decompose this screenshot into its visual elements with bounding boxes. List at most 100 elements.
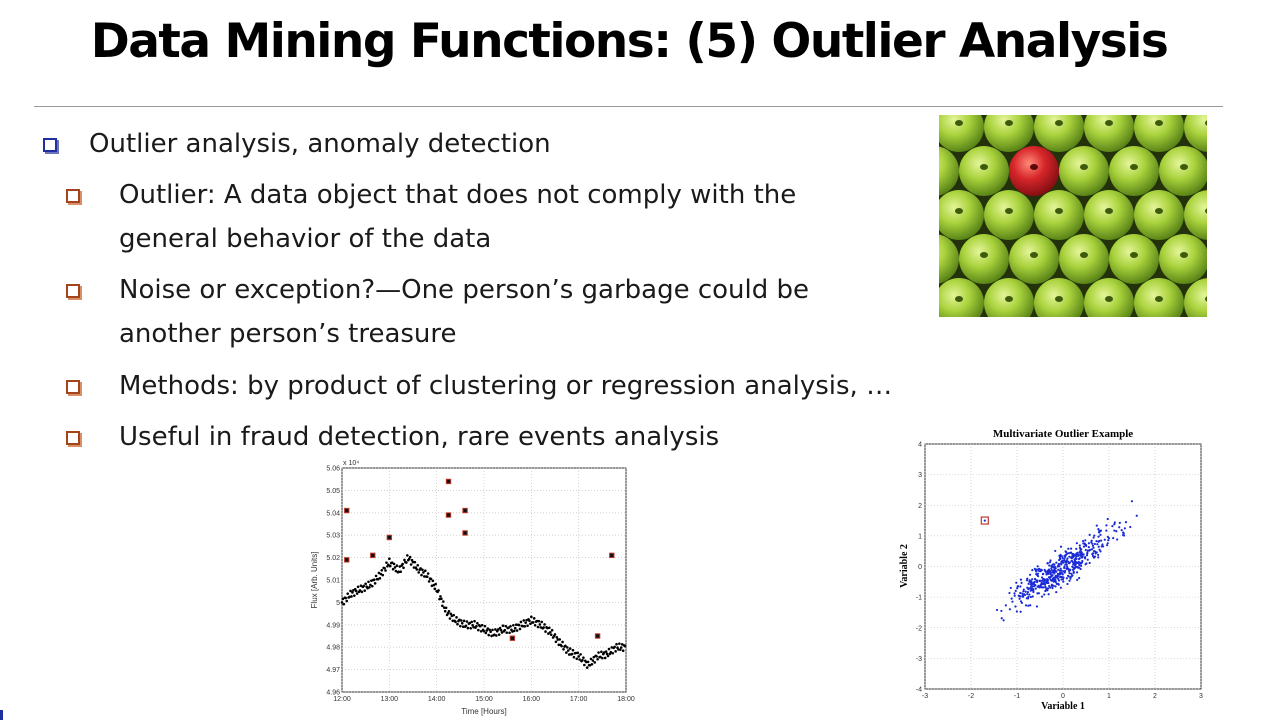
apple-stem [1155, 120, 1163, 126]
data-point [1020, 581, 1023, 584]
green-apple [1134, 115, 1184, 152]
data-point [352, 589, 355, 592]
apple-stem [1080, 164, 1088, 170]
data-point [554, 640, 558, 644]
data-point [1115, 530, 1118, 533]
green-apple [1184, 115, 1207, 152]
flux-time-chart: 12:00 13:00 14:00 15:00 16:00 17:00 18:00 4.96 4… [310, 460, 635, 716]
outlier-point [344, 507, 350, 514]
sub-bullet-2-line-1: Noise or exception?—One person’s garbage… [119, 275, 810, 305]
data-point [372, 578, 376, 582]
x-tick-label: -3 [922, 693, 928, 700]
sub-bullet-marker-icon [66, 431, 80, 445]
data-point [1034, 583, 1037, 587]
data-point [555, 636, 559, 639]
data-point [1070, 572, 1073, 575]
data-point [1052, 565, 1055, 568]
data-point [615, 642, 618, 646]
data-point [494, 628, 497, 631]
data-point [1026, 592, 1029, 596]
data-point [1129, 525, 1132, 529]
data-point [417, 571, 420, 574]
data-point [1055, 591, 1058, 594]
data-point [1057, 582, 1060, 585]
data-point [1079, 567, 1082, 571]
x-tick-label: 3 [1199, 693, 1203, 700]
data-point [619, 646, 623, 649]
outlier-point [609, 552, 615, 559]
data-point [484, 631, 488, 635]
data-point [1091, 544, 1095, 547]
data-point [1068, 569, 1071, 572]
data-point [1019, 600, 1023, 603]
y-tick-label: 2 [918, 503, 922, 510]
data-point [1057, 568, 1060, 571]
data-point [1093, 550, 1097, 553]
green-apple [939, 190, 984, 240]
data-point [1107, 539, 1110, 542]
apple-stem [1030, 252, 1038, 258]
data-point [1066, 582, 1069, 586]
x-tick-label: -2 [968, 693, 974, 700]
sub-bullet-marker-icon [66, 284, 80, 298]
data-point [431, 579, 435, 583]
data-point [519, 620, 523, 624]
data-point [1040, 586, 1043, 589]
data-point [380, 568, 384, 572]
data-point [496, 628, 500, 631]
data-point [500, 631, 504, 634]
data-point [1091, 552, 1094, 556]
data-point [469, 627, 473, 630]
data-point [611, 651, 615, 655]
data-point [1016, 587, 1019, 590]
data-point [507, 626, 510, 629]
data-point [508, 631, 511, 635]
data-point [543, 623, 546, 626]
green-apple [1034, 115, 1084, 152]
data-point [531, 621, 535, 624]
data-point [623, 644, 627, 648]
data-point [1087, 542, 1091, 545]
data-point [468, 621, 472, 625]
data-point [597, 651, 600, 654]
data-point [1065, 563, 1068, 566]
data-point [413, 560, 417, 564]
data-point [1025, 597, 1028, 600]
data-point [579, 653, 582, 656]
data-point [1088, 533, 1091, 536]
apple-stem [1055, 208, 1063, 214]
data-point [1068, 579, 1071, 582]
x-tick-label: -1 [1014, 693, 1020, 700]
green-apple [1059, 146, 1109, 196]
y-tick-label: -4 [916, 687, 922, 694]
data-point [553, 633, 557, 636]
data-point [1106, 517, 1109, 521]
data-point [1103, 538, 1106, 541]
apple-stem [1005, 120, 1013, 126]
data-point [487, 633, 491, 637]
data-point [367, 580, 370, 584]
outlier-point [594, 633, 601, 639]
data-point [1078, 564, 1081, 567]
data-point [517, 623, 521, 627]
data-point [1093, 555, 1097, 558]
data-point [1050, 583, 1053, 586]
apples-photo-icon [939, 115, 1207, 317]
data-point [1021, 592, 1024, 595]
data-point [521, 624, 525, 628]
data-point [1054, 581, 1057, 584]
data-point [346, 592, 349, 595]
data-point [358, 589, 362, 592]
data-point [1057, 562, 1061, 566]
outlier-point [344, 557, 350, 563]
data-point [444, 606, 448, 610]
outlier-marker [980, 516, 989, 525]
data-point [1086, 552, 1089, 555]
apple-stem [1055, 296, 1063, 302]
data-point [1024, 604, 1028, 607]
data-point [574, 651, 578, 655]
y-tick-label: 4.99 [326, 622, 340, 629]
data-point [374, 574, 378, 578]
data-point [1105, 524, 1108, 527]
data-point [620, 643, 624, 646]
